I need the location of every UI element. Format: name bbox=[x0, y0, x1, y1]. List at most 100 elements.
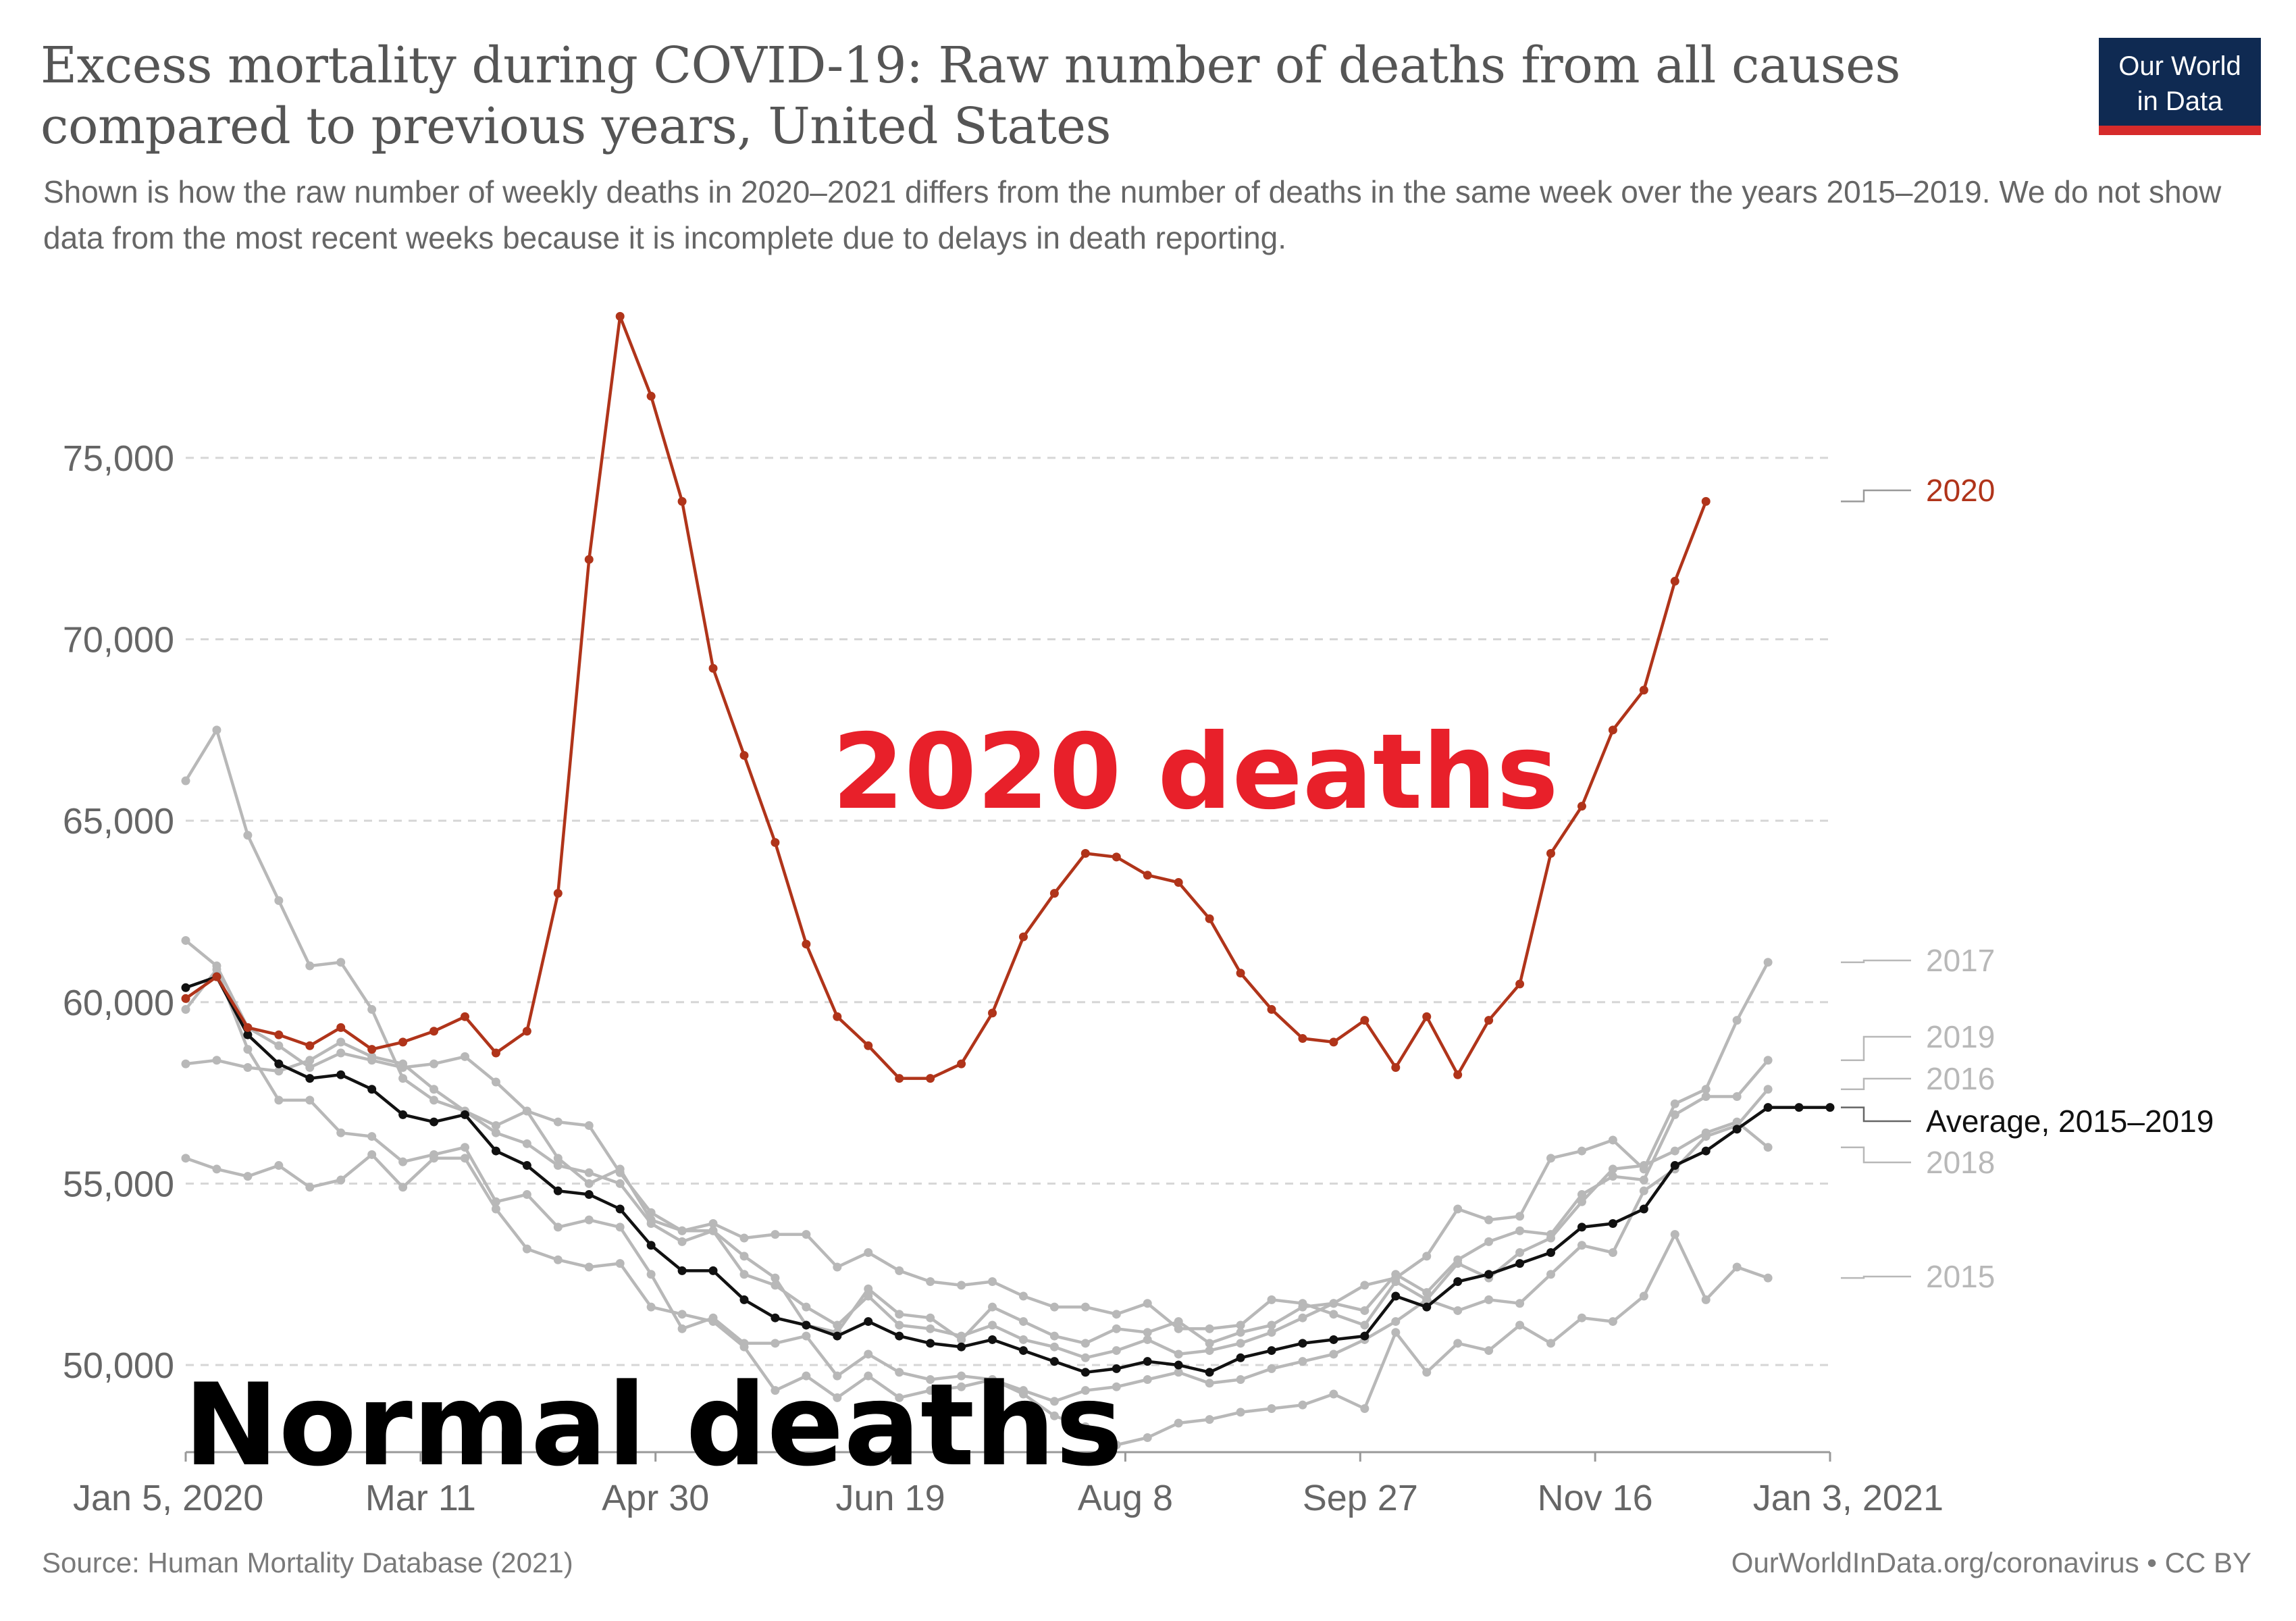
data-point bbox=[1453, 1339, 1463, 1348]
data-point bbox=[1112, 1324, 1121, 1333]
series-line bbox=[185, 975, 1830, 1374]
series-2016 bbox=[181, 964, 1773, 1406]
data-point bbox=[553, 1223, 563, 1232]
data-point bbox=[367, 1150, 377, 1159]
data-point bbox=[1049, 889, 1059, 898]
data-point bbox=[1112, 1440, 1121, 1449]
data-point bbox=[1267, 1404, 1276, 1414]
data-point bbox=[181, 776, 190, 786]
data-point bbox=[274, 896, 284, 905]
data-point bbox=[491, 1128, 500, 1137]
data-point bbox=[1763, 1056, 1773, 1065]
data-point bbox=[1577, 1313, 1586, 1322]
data-point bbox=[1701, 1085, 1711, 1094]
data-point bbox=[1670, 1161, 1679, 1170]
data-point bbox=[429, 1085, 439, 1094]
data-point bbox=[584, 1215, 594, 1225]
data-point bbox=[336, 1048, 346, 1058]
data-point bbox=[1143, 1375, 1152, 1385]
data-point bbox=[1298, 1299, 1307, 1308]
data-point bbox=[1080, 1353, 1090, 1362]
data-point bbox=[398, 1110, 408, 1119]
data-point bbox=[1453, 1255, 1463, 1264]
data-point bbox=[274, 1096, 284, 1105]
series-line bbox=[185, 1040, 1769, 1360]
data-point bbox=[181, 1154, 190, 1163]
data-point bbox=[522, 1161, 531, 1170]
data-point bbox=[739, 1339, 749, 1348]
data-point bbox=[367, 1005, 377, 1014]
data-point bbox=[895, 1320, 904, 1330]
data-point bbox=[1422, 1012, 1432, 1021]
data-point bbox=[739, 1252, 749, 1261]
data-point bbox=[1080, 1386, 1090, 1395]
data-point bbox=[802, 1230, 811, 1239]
data-point bbox=[1422, 1368, 1432, 1377]
data-point bbox=[491, 1146, 500, 1156]
data-point bbox=[305, 1062, 315, 1072]
data-point bbox=[1639, 1204, 1648, 1214]
data-point bbox=[1018, 1386, 1028, 1395]
data-point bbox=[1484, 1237, 1494, 1246]
data-point bbox=[1298, 1034, 1307, 1044]
data-point bbox=[1701, 1091, 1711, 1101]
data-point bbox=[1080, 849, 1090, 858]
data-point bbox=[491, 1204, 500, 1214]
data-point bbox=[864, 1371, 873, 1381]
y-axis: 50,000 55,000 60,000 65,000 70,000 75,000 bbox=[63, 438, 174, 1386]
data-point bbox=[988, 1335, 997, 1344]
data-point bbox=[1267, 1005, 1276, 1014]
data-point bbox=[1205, 1324, 1214, 1333]
data-point bbox=[274, 1041, 284, 1050]
grid-lines bbox=[186, 457, 1830, 1366]
series-end-label: 2015 bbox=[1926, 1259, 1995, 1294]
data-point bbox=[367, 1085, 377, 1094]
y-tick-label: 65,000 bbox=[63, 801, 174, 842]
label-connector bbox=[1841, 1275, 1911, 1279]
data-point bbox=[677, 1237, 687, 1246]
data-point bbox=[1515, 1299, 1525, 1308]
data-point bbox=[708, 1226, 718, 1235]
data-point bbox=[1608, 1164, 1617, 1174]
data-point bbox=[1546, 1154, 1556, 1163]
data-point bbox=[1360, 1404, 1369, 1414]
data-point bbox=[1670, 1099, 1679, 1108]
data-point bbox=[1360, 1320, 1369, 1330]
data-point bbox=[1112, 852, 1121, 862]
data-point bbox=[553, 1161, 563, 1170]
data-point bbox=[553, 1255, 563, 1264]
data-point bbox=[336, 1070, 346, 1079]
data-point bbox=[1608, 1317, 1617, 1327]
data-point bbox=[1453, 1204, 1463, 1214]
data-point bbox=[181, 983, 190, 992]
data-point bbox=[739, 1295, 749, 1304]
data-point bbox=[1174, 1418, 1183, 1428]
x-tick-label: Sep 27 bbox=[1303, 1478, 1418, 1518]
credit-link[interactable]: OurWorldInData.org/coronavirus • CC BY bbox=[1731, 1547, 2251, 1578]
data-point bbox=[771, 1339, 780, 1348]
data-point bbox=[802, 940, 811, 949]
data-point bbox=[1267, 1320, 1276, 1330]
label-connector bbox=[1841, 1035, 1911, 1062]
data-point bbox=[1608, 1219, 1617, 1229]
data-point bbox=[1670, 1110, 1679, 1119]
data-point bbox=[646, 1241, 656, 1250]
data-point bbox=[1329, 1037, 1338, 1047]
data-point bbox=[1391, 1328, 1401, 1337]
data-point bbox=[1143, 1328, 1152, 1337]
data-point bbox=[1267, 1364, 1276, 1373]
data-point bbox=[1080, 1302, 1090, 1312]
data-point bbox=[708, 1266, 718, 1275]
data-point bbox=[1422, 1302, 1432, 1312]
series-line bbox=[185, 1153, 1769, 1447]
our-world-in-data-logo[interactable]: Our World in Data bbox=[2099, 38, 2261, 135]
data-point bbox=[1763, 1273, 1773, 1283]
data-point bbox=[1298, 1357, 1307, 1366]
label-connector bbox=[1841, 1106, 1911, 1123]
data-point bbox=[336, 1023, 346, 1032]
data-point bbox=[522, 1106, 531, 1116]
data-point bbox=[243, 1062, 253, 1072]
data-point bbox=[926, 1375, 935, 1385]
data-point bbox=[1143, 1335, 1152, 1344]
data-point bbox=[1205, 1415, 1214, 1424]
